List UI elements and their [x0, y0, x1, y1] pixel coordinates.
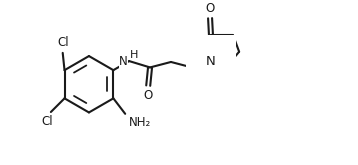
Text: N: N [206, 55, 216, 68]
Text: O: O [205, 2, 215, 15]
Text: H: H [130, 50, 139, 60]
Text: O: O [144, 89, 153, 102]
Text: N: N [206, 55, 216, 68]
Text: Cl: Cl [42, 115, 53, 128]
Text: Cl: Cl [57, 36, 68, 49]
Text: NH₂: NH₂ [129, 116, 151, 129]
Text: N: N [119, 55, 128, 68]
